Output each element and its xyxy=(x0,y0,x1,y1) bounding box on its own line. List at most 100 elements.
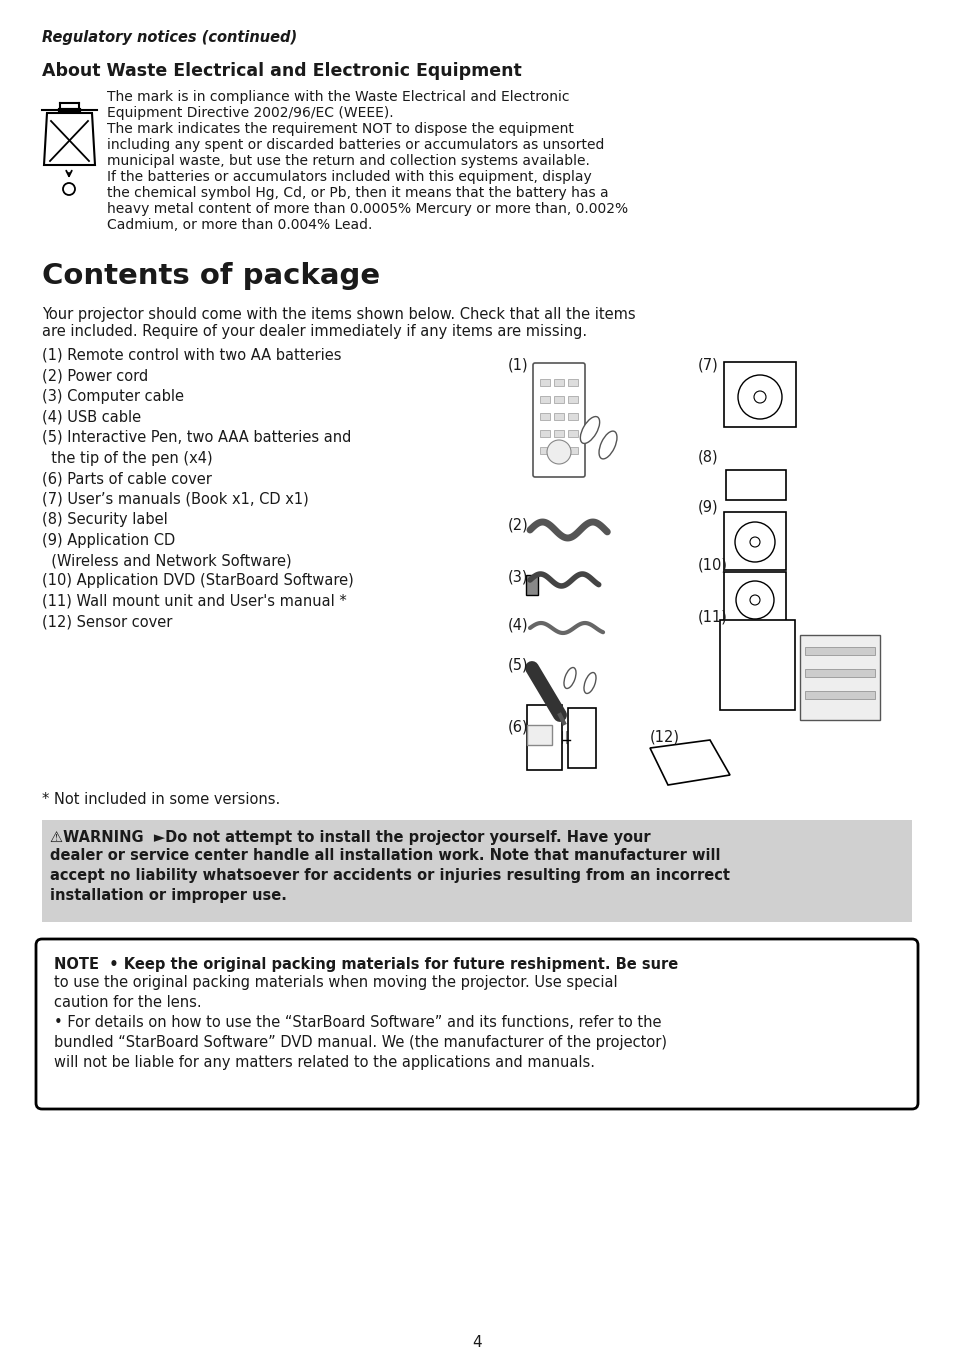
Text: Contents of package: Contents of package xyxy=(42,262,379,290)
Text: If the batteries or accumulators included with this equipment, display: If the batteries or accumulators include… xyxy=(107,170,591,184)
Text: About Waste Electrical and Electronic Equipment: About Waste Electrical and Electronic Eq… xyxy=(42,62,521,80)
Circle shape xyxy=(749,537,760,547)
Text: the tip of the pen (x4): the tip of the pen (x4) xyxy=(42,451,213,466)
Text: are included. Require of your dealer immediately if any items are missing.: are included. Require of your dealer imm… xyxy=(42,324,586,339)
Text: (3) Computer cable: (3) Computer cable xyxy=(42,389,184,404)
Text: (1): (1) xyxy=(507,358,528,373)
Text: installation or improper use.: installation or improper use. xyxy=(50,888,287,903)
Bar xyxy=(539,413,550,420)
Bar xyxy=(554,379,563,386)
Bar xyxy=(723,512,785,570)
Text: will not be liable for any matters related to the applications and manuals.: will not be liable for any matters relat… xyxy=(54,1054,595,1071)
Bar xyxy=(723,362,795,427)
Text: (2) Power cord: (2) Power cord xyxy=(42,369,148,383)
Bar xyxy=(554,730,561,742)
Text: dealer or service center handle all installation work. Note that manufacturer wi: dealer or service center handle all inst… xyxy=(50,848,720,863)
Text: caution for the lens.: caution for the lens. xyxy=(54,995,201,1010)
Text: the chemical symbol Hg, Cd, or Pb, then it means that the battery has a: the chemical symbol Hg, Cd, or Pb, then … xyxy=(107,186,608,200)
Text: (10) Application DVD (StarBoard Software): (10) Application DVD (StarBoard Software… xyxy=(42,574,354,589)
Bar xyxy=(42,819,911,922)
Bar xyxy=(725,470,785,500)
Text: (2): (2) xyxy=(507,518,528,533)
Text: (4) USB cable: (4) USB cable xyxy=(42,409,141,424)
Bar xyxy=(526,705,561,770)
Ellipse shape xyxy=(579,417,599,443)
Text: (9) Application CD: (9) Application CD xyxy=(42,532,175,548)
Bar xyxy=(526,725,552,745)
Bar xyxy=(804,691,874,699)
Text: (11) Wall mount unit and User's manual *: (11) Wall mount unit and User's manual * xyxy=(42,594,346,609)
Bar xyxy=(565,730,574,742)
Polygon shape xyxy=(44,113,95,165)
Text: • For details on how to use the “StarBoard Software” and its functions, refer to: • For details on how to use the “StarBoa… xyxy=(54,1015,660,1030)
Bar xyxy=(539,447,550,454)
Bar xyxy=(567,447,578,454)
Text: including any spent or discarded batteries or accumulators as unsorted: including any spent or discarded batteri… xyxy=(107,138,604,153)
Circle shape xyxy=(749,595,760,605)
Bar xyxy=(720,620,794,710)
FancyBboxPatch shape xyxy=(36,940,917,1108)
Text: (12): (12) xyxy=(649,730,679,745)
Bar xyxy=(800,634,879,720)
Bar xyxy=(530,730,537,742)
Bar xyxy=(804,670,874,676)
Text: to use the original packing materials when moving the projector. Use special: to use the original packing materials wh… xyxy=(54,975,617,990)
Bar xyxy=(567,379,578,386)
FancyBboxPatch shape xyxy=(533,363,584,477)
Ellipse shape xyxy=(583,672,596,694)
Text: (4): (4) xyxy=(507,618,528,633)
Text: * Not included in some versions.: * Not included in some versions. xyxy=(42,792,280,807)
Text: The mark is in compliance with the Waste Electrical and Electronic: The mark is in compliance with the Waste… xyxy=(107,90,569,104)
Text: Cadmium, or more than 0.004% Lead.: Cadmium, or more than 0.004% Lead. xyxy=(107,217,372,232)
Bar xyxy=(554,413,563,420)
Bar xyxy=(567,413,578,420)
Text: accept no liability whatsoever for accidents or injuries resulting from an incor: accept no liability whatsoever for accid… xyxy=(50,868,729,883)
Bar xyxy=(554,396,563,404)
Bar xyxy=(525,575,537,595)
Ellipse shape xyxy=(598,431,617,459)
Bar xyxy=(804,647,874,655)
Text: (5) Interactive Pen, two AAA batteries and: (5) Interactive Pen, two AAA batteries a… xyxy=(42,431,351,446)
Text: The mark indicates the requirement NOT to dispose the equipment: The mark indicates the requirement NOT t… xyxy=(107,122,574,136)
Text: (8): (8) xyxy=(698,450,718,464)
Bar xyxy=(541,730,550,742)
Circle shape xyxy=(734,522,774,562)
Polygon shape xyxy=(649,740,729,784)
Text: Your projector should come with the items shown below. Check that all the items: Your projector should come with the item… xyxy=(42,306,635,323)
Text: ⚠WARNING  ►Do not attempt to install the projector yourself. Have your: ⚠WARNING ►Do not attempt to install the … xyxy=(50,830,650,845)
Text: (10): (10) xyxy=(698,558,727,572)
Bar xyxy=(567,396,578,404)
Circle shape xyxy=(738,375,781,418)
Bar xyxy=(567,707,596,768)
Bar xyxy=(539,396,550,404)
Ellipse shape xyxy=(563,667,576,688)
Circle shape xyxy=(546,440,571,464)
Text: (11): (11) xyxy=(698,610,727,625)
Text: (5): (5) xyxy=(507,657,528,674)
Text: (7) User’s manuals (Book x1, CD x1): (7) User’s manuals (Book x1, CD x1) xyxy=(42,491,309,506)
Text: (Wireless and Network Software): (Wireless and Network Software) xyxy=(42,554,292,568)
Text: (6) Parts of cable cover: (6) Parts of cable cover xyxy=(42,471,212,486)
Text: (9): (9) xyxy=(698,500,718,514)
Circle shape xyxy=(753,392,765,404)
Text: (3): (3) xyxy=(507,570,528,585)
Text: (12) Sensor cover: (12) Sensor cover xyxy=(42,614,172,629)
Text: Regulatory notices (continued): Regulatory notices (continued) xyxy=(42,30,296,45)
Bar xyxy=(554,431,563,437)
Bar xyxy=(554,447,563,454)
Bar xyxy=(723,572,785,626)
Text: Equipment Directive 2002/96/EC (WEEE).: Equipment Directive 2002/96/EC (WEEE). xyxy=(107,107,394,120)
Text: heavy metal content of more than 0.0005% Mercury or more than, 0.002%: heavy metal content of more than 0.0005%… xyxy=(107,202,627,216)
Bar xyxy=(539,431,550,437)
Text: (1) Remote control with two AA batteries: (1) Remote control with two AA batteries xyxy=(42,348,341,363)
Bar xyxy=(567,431,578,437)
Text: municipal waste, but use the return and collection systems available.: municipal waste, but use the return and … xyxy=(107,154,589,167)
Circle shape xyxy=(735,580,773,620)
Text: NOTE  • Keep the original packing materials for future reshipment. Be sure: NOTE • Keep the original packing materia… xyxy=(54,957,678,972)
Text: (8) Security label: (8) Security label xyxy=(42,512,168,526)
Text: 4: 4 xyxy=(472,1335,481,1350)
Text: bundled “StarBoard Software” DVD manual. We (the manufacturer of the projector): bundled “StarBoard Software” DVD manual.… xyxy=(54,1035,666,1050)
Text: (6): (6) xyxy=(507,720,528,734)
Bar xyxy=(539,379,550,386)
Text: (7): (7) xyxy=(698,358,718,373)
